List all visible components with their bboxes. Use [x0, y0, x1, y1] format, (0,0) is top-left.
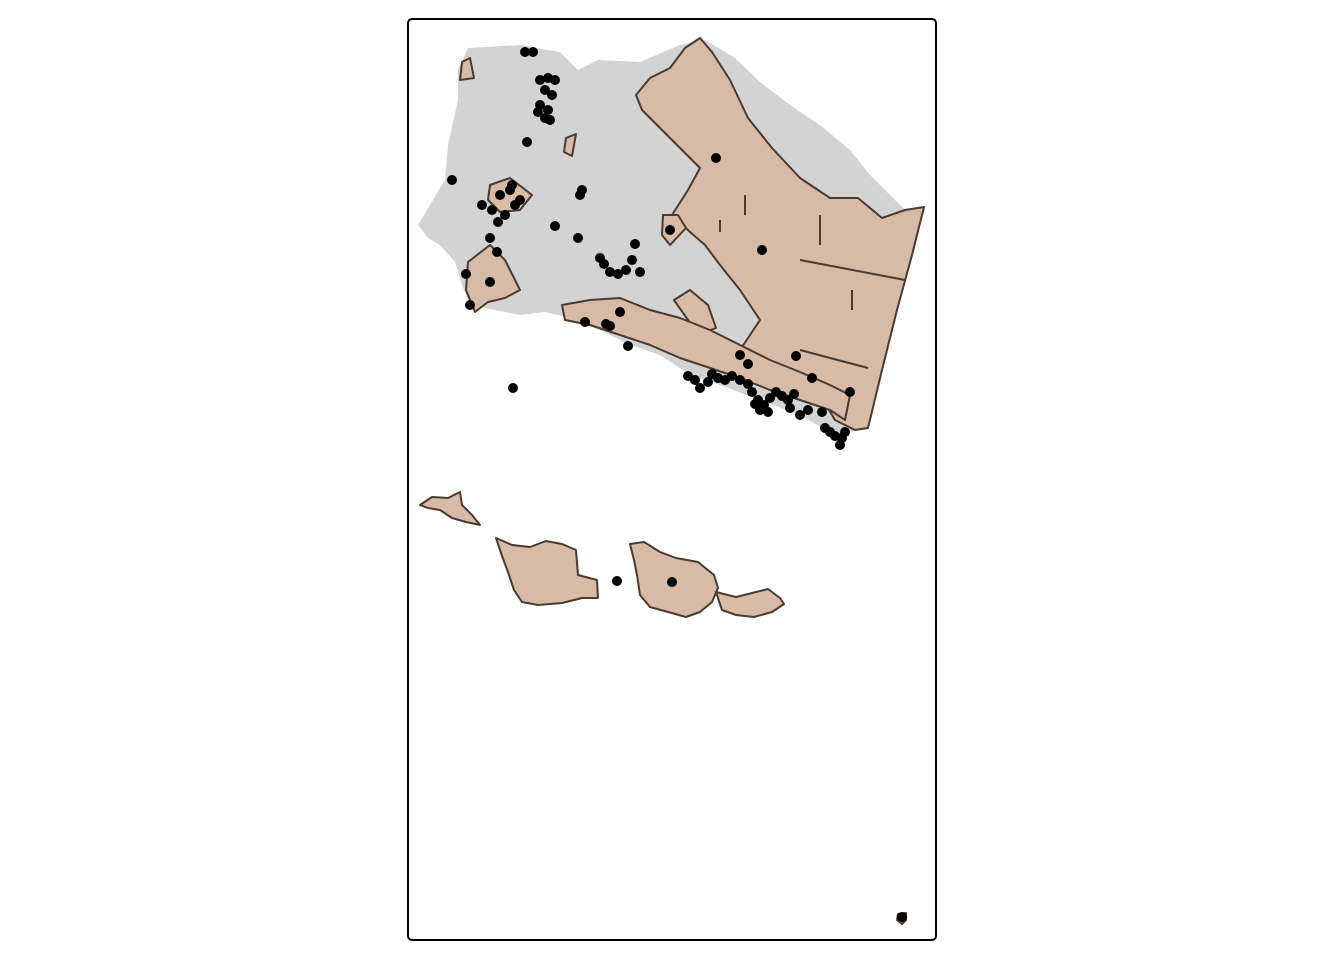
observation-point	[897, 912, 907, 922]
observation-point	[605, 321, 615, 331]
island-san-miguel	[419, 491, 481, 526]
island-santa-rosa	[495, 537, 599, 606]
observation-points	[447, 47, 907, 922]
interior-lines	[719, 195, 906, 369]
observation-point	[520, 47, 530, 57]
observation-point	[750, 399, 760, 409]
observation-point	[690, 375, 700, 385]
observation-point	[547, 90, 557, 100]
observation-point	[465, 300, 475, 310]
observation-point	[447, 175, 457, 185]
public-lands	[419, 37, 925, 925]
observation-point	[743, 359, 753, 369]
observation-point	[795, 410, 805, 420]
observation-point	[550, 75, 560, 85]
observation-point	[615, 307, 625, 317]
observation-point	[492, 247, 502, 257]
observation-point	[550, 221, 560, 231]
observation-point	[835, 440, 845, 450]
observation-point	[789, 389, 799, 399]
observation-point	[845, 387, 855, 397]
observation-point	[757, 245, 767, 255]
observation-point	[573, 233, 583, 243]
observation-point	[665, 225, 675, 235]
island-anacapa-east	[715, 588, 785, 618]
observation-point	[528, 47, 538, 57]
observation-point	[803, 405, 813, 415]
observation-point	[577, 185, 587, 195]
observation-point	[743, 379, 753, 389]
observation-point	[508, 383, 518, 393]
observation-point	[785, 403, 795, 413]
observation-point	[580, 317, 590, 327]
observation-point	[807, 373, 817, 383]
region-small-tract-3	[459, 57, 475, 81]
observation-point	[487, 205, 497, 215]
observation-point	[515, 195, 525, 205]
observation-point	[623, 341, 633, 351]
observation-point	[522, 137, 532, 147]
observation-point	[535, 75, 545, 85]
region-lake	[673, 289, 717, 335]
observation-point	[533, 107, 543, 117]
observation-point	[485, 233, 495, 243]
observation-point	[485, 277, 495, 287]
observation-point	[727, 371, 737, 381]
observation-point	[612, 576, 622, 586]
observation-point	[817, 407, 827, 417]
observation-point	[493, 217, 503, 227]
observation-point	[711, 153, 721, 163]
observation-point	[635, 267, 645, 277]
observation-point	[630, 239, 640, 249]
observation-point	[599, 259, 609, 269]
observation-point	[543, 105, 553, 115]
region-small-tract-2	[563, 133, 577, 157]
observation-point	[540, 85, 550, 95]
observation-point	[791, 351, 801, 361]
observation-point	[505, 185, 515, 195]
observation-point	[613, 269, 623, 279]
observation-point	[477, 200, 487, 210]
observation-point	[695, 383, 705, 393]
observation-point	[735, 375, 745, 385]
observation-point	[621, 265, 631, 275]
observation-point	[840, 427, 850, 437]
observation-point	[500, 210, 510, 220]
observation-point	[605, 267, 615, 277]
observation-point	[747, 387, 757, 397]
observation-point	[545, 115, 555, 125]
observation-point	[627, 255, 637, 265]
observation-point	[461, 269, 471, 279]
observation-point	[495, 190, 505, 200]
observation-point	[667, 577, 677, 587]
observation-point	[703, 377, 713, 387]
observation-point	[735, 350, 745, 360]
observation-point	[763, 407, 773, 417]
